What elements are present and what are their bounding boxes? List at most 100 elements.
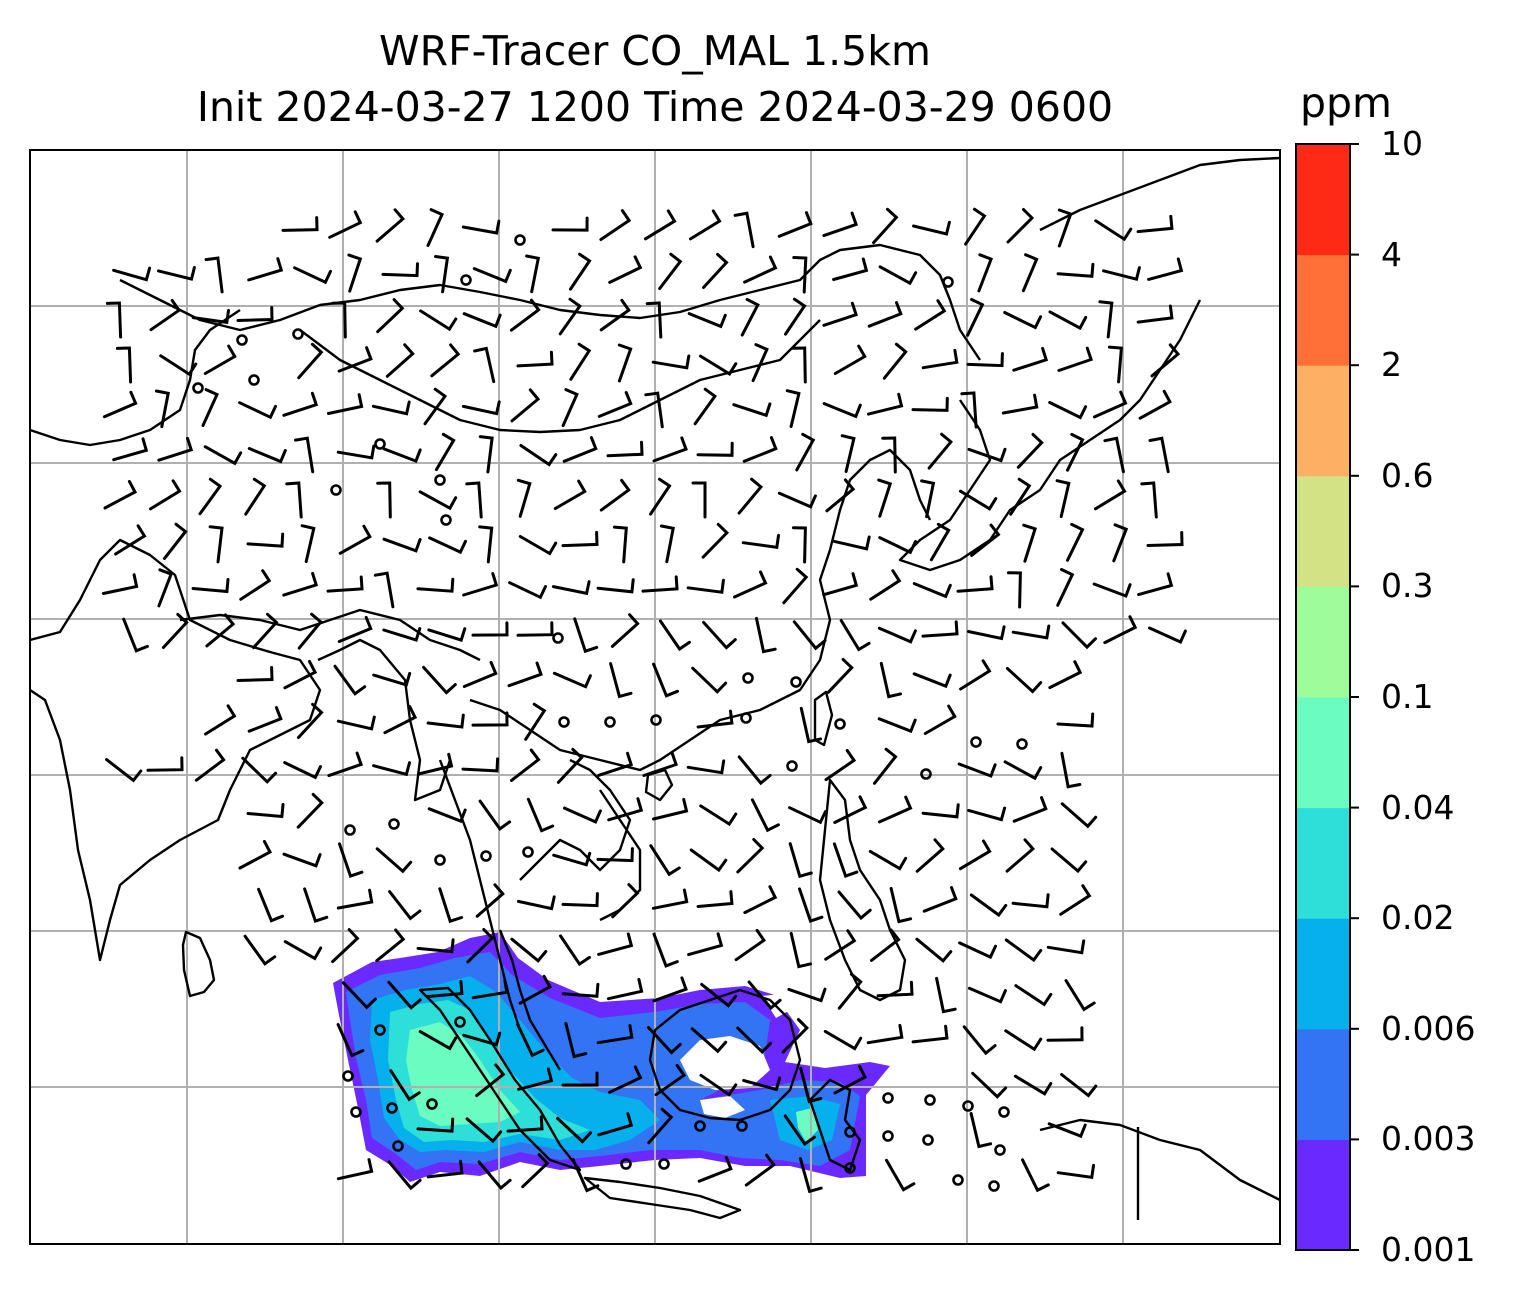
- colorbar-segment: [1296, 918, 1350, 1030]
- wind-barb: [751, 343, 769, 383]
- wind-barb: [920, 479, 936, 519]
- wind-barb: [649, 477, 672, 516]
- wind-barb: [466, 928, 495, 964]
- wind-barb: [873, 747, 898, 785]
- wind-barb: [1021, 253, 1039, 293]
- wind-barb: [742, 1076, 782, 1092]
- colorbar-tick-label: 10: [1381, 124, 1423, 163]
- wind-barb: [822, 301, 858, 327]
- wind-barb: [112, 437, 149, 462]
- wind-barb: [649, 844, 681, 877]
- wind-barb: [375, 928, 406, 963]
- wind-barb: [475, 1063, 506, 1098]
- wind-barb: [157, 436, 194, 462]
- wind-barb: [1005, 667, 1043, 694]
- wind-barb: [510, 388, 541, 423]
- wind-barb: [966, 625, 1006, 641]
- wind-barb: [734, 928, 766, 962]
- wind-barb: [382, 447, 422, 464]
- wind-barb: [658, 252, 683, 290]
- wind-barb: [686, 578, 725, 594]
- wind-barb: [923, 704, 957, 735]
- wind-barb: [247, 447, 287, 464]
- calm-wind-marker: [192, 382, 204, 394]
- wind-barb: [1064, 979, 1096, 1012]
- wind-barb: [1098, 300, 1114, 339]
- wind-barb: [122, 617, 149, 653]
- wind-barb: [785, 389, 801, 428]
- wind-barb: [744, 1153, 776, 1187]
- wind-barb: [438, 887, 464, 924]
- wind-barb: [1150, 343, 1181, 378]
- wind-barb: [246, 532, 285, 548]
- colorbar-segment: [1296, 1139, 1350, 1251]
- wind-barb: [798, 887, 824, 924]
- wind-barb: [341, 981, 377, 1010]
- wind-barb: [792, 256, 808, 294]
- calm-wind-marker: [962, 1100, 974, 1112]
- wind-barb: [516, 1023, 545, 1058]
- wind-barb: [257, 887, 284, 923]
- wind-barb: [870, 928, 901, 962]
- wind-barb: [426, 1159, 464, 1179]
- wind-barb: [161, 612, 189, 649]
- wind-barb: [478, 525, 494, 564]
- wind-barb: [1066, 522, 1085, 562]
- wind-barb: [417, 752, 454, 776]
- calm-wind-marker: [998, 1106, 1010, 1118]
- wind-barb: [599, 209, 632, 241]
- wind-barb: [282, 391, 319, 417]
- wind-barb: [878, 536, 917, 555]
- wind-barb: [606, 440, 644, 458]
- wind-barb: [297, 342, 324, 380]
- wind-barb: [799, 1067, 823, 1104]
- calm-wind-marker: [342, 1070, 354, 1082]
- wind-barb: [1012, 796, 1048, 823]
- wind-barb: [112, 266, 152, 282]
- wind-barb: [475, 883, 505, 918]
- wind-barb: [1050, 847, 1088, 874]
- wind-barb: [282, 852, 322, 868]
- wind-barb: [798, 1157, 823, 1194]
- wind-barb: [750, 798, 780, 833]
- wind-barb: [1140, 481, 1158, 519]
- wind-barb: [336, 715, 376, 731]
- wind-barb: [461, 219, 501, 235]
- wind-barb: [1107, 345, 1124, 384]
- wind-barb: [163, 522, 188, 560]
- wind-barb: [889, 886, 913, 924]
- wind-barb: [551, 216, 589, 232]
- wind-barb: [472, 267, 512, 284]
- wind-barb: [247, 257, 284, 282]
- wind-barb: [912, 672, 952, 689]
- wind-barb: [824, 929, 857, 961]
- wind-barb: [1046, 1026, 1084, 1042]
- calm-wind-marker: [514, 234, 526, 246]
- wind-barb: [462, 312, 502, 329]
- wind-barb: [747, 980, 782, 1011]
- wind-barb: [696, 890, 734, 908]
- wind-barb: [824, 749, 857, 782]
- wind-barb: [473, 346, 496, 384]
- colorbar-tick-label: 0.001: [1381, 1230, 1476, 1269]
- wind-barb: [885, 1158, 916, 1192]
- wind-barb: [434, 255, 450, 294]
- wind-barb: [823, 1029, 863, 1051]
- calm-wind-marker: [558, 716, 570, 728]
- wind-barb: [375, 208, 406, 243]
- calm-wind-marker: [434, 474, 446, 486]
- wind-barb: [1094, 219, 1133, 242]
- wind-barb: [689, 848, 728, 873]
- wind-barb: [561, 388, 579, 428]
- wind-barb: [960, 391, 978, 429]
- wind-barb: [1011, 893, 1050, 909]
- wind-barb: [1056, 568, 1075, 607]
- wind-barb: [608, 1065, 643, 1094]
- wind-barb: [462, 660, 498, 688]
- wind-barb: [516, 350, 554, 368]
- central-asia-border: [30, 309, 241, 447]
- wind-barb: [740, 297, 760, 337]
- colorbar-segment: [1296, 697, 1350, 809]
- wind-barb: [687, 312, 727, 329]
- wind-barb: [336, 444, 376, 460]
